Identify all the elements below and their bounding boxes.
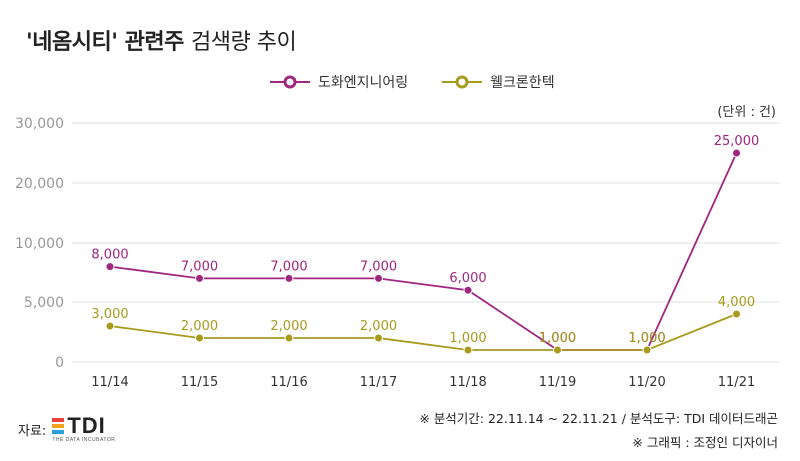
- legend-label-series1: 도화엔지니어링: [318, 75, 409, 91]
- y-tick-label: 5,000: [24, 295, 64, 311]
- data-label-series2: 1,000: [449, 331, 486, 346]
- data-label-series2: 4,000: [718, 295, 755, 310]
- data-point-series2: [284, 333, 294, 343]
- analysis-period-note: ※ 분석기간: 22.11.14 ~ 22.11.21 / 분석도구: TDI …: [419, 411, 778, 426]
- x-tick-label: 11/14: [91, 375, 128, 390]
- data-point-series1: [463, 285, 473, 295]
- data-label-series1: 8,000: [91, 248, 128, 263]
- data-label-series1: 7,000: [181, 259, 218, 274]
- legend-swatch-series2: [442, 75, 483, 89]
- title-light: 검색량 추이: [190, 30, 297, 55]
- source: 자료: TDI THE DATA INCUBATOR: [18, 413, 116, 444]
- tdi-logo-text: TDI: [67, 413, 106, 438]
- legend-item-series2: 웰크론한텍: [442, 72, 555, 92]
- data-point-series2: [463, 345, 473, 355]
- data-label-series1: 1,000: [539, 331, 576, 346]
- x-tick-label: 11/20: [628, 375, 665, 390]
- x-tick-label: 11/15: [181, 375, 218, 390]
- data-point-series1: [195, 273, 204, 283]
- data-label-series2: 3,000: [91, 307, 128, 322]
- legend-swatch-series1: [270, 75, 310, 89]
- unit-label: (단위 : 건): [717, 105, 776, 120]
- data-label-series2: 1,000: [628, 331, 665, 346]
- data-point-series1: [105, 262, 115, 272]
- legend-label-series2: 웰크론한텍: [490, 75, 555, 91]
- tdi-logo-bars-icon: [52, 418, 65, 434]
- data-label-series1: 7,000: [360, 259, 397, 274]
- data-label-series1: 7,000: [270, 259, 307, 274]
- tdi-logo: TDI THE DATA INCUBATOR: [52, 413, 116, 443]
- title-bold: '네옴시티' 관련주: [26, 30, 184, 55]
- tdi-logo-subtext: THE DATA INCUBATOR: [52, 437, 116, 443]
- y-tick-label: 0: [55, 355, 64, 371]
- data-point-series2: [642, 345, 652, 355]
- chart-title: '네옴시티' 관련주 검색량 추이: [26, 24, 297, 56]
- x-tick-label: 11/18: [449, 375, 486, 390]
- y-tick-label: 20,000: [15, 176, 64, 192]
- legend: 도화엔지니어링 웰크론한텍: [270, 72, 555, 92]
- y-tick-label: 10,000: [15, 236, 64, 252]
- data-point-series1: [284, 273, 294, 283]
- series-line-2: [109, 313, 737, 351]
- x-tick-label: 11/17: [360, 375, 397, 390]
- data-label-series2: 2,000: [181, 319, 218, 334]
- data-point-series1: [732, 148, 741, 158]
- data-label-series1: 25,000: [714, 134, 760, 149]
- footnotes: ※ 분석기간: 22.11.14 ~ 22.11.21 / 분석도구: TDI …: [419, 407, 778, 455]
- source-label: 자료:: [18, 424, 47, 439]
- x-tick-label: 11/21: [718, 375, 755, 390]
- data-point-series1: [374, 273, 383, 283]
- data-label-series2: 2,000: [360, 319, 397, 334]
- data-point-series2: [374, 333, 383, 343]
- graphic-credit-note: ※ 그래픽 : 조정인 디자이너: [632, 435, 778, 450]
- data-point-series2: [105, 321, 115, 331]
- data-label-series2: 1,000: [539, 331, 576, 346]
- data-label-series1: 1,000: [628, 331, 665, 346]
- data-point-series2: [195, 333, 204, 343]
- data-point-series2: [553, 345, 562, 355]
- legend-item-series1: 도화엔지니어링: [270, 72, 408, 92]
- data-label-series1: 6,000: [449, 271, 486, 286]
- y-tick-label: 30,000: [15, 116, 64, 132]
- x-tick-label: 11/19: [539, 375, 576, 390]
- data-label-series2: 2,000: [270, 319, 307, 334]
- x-tick-label: 11/16: [270, 375, 307, 390]
- data-point-series2: [732, 309, 741, 319]
